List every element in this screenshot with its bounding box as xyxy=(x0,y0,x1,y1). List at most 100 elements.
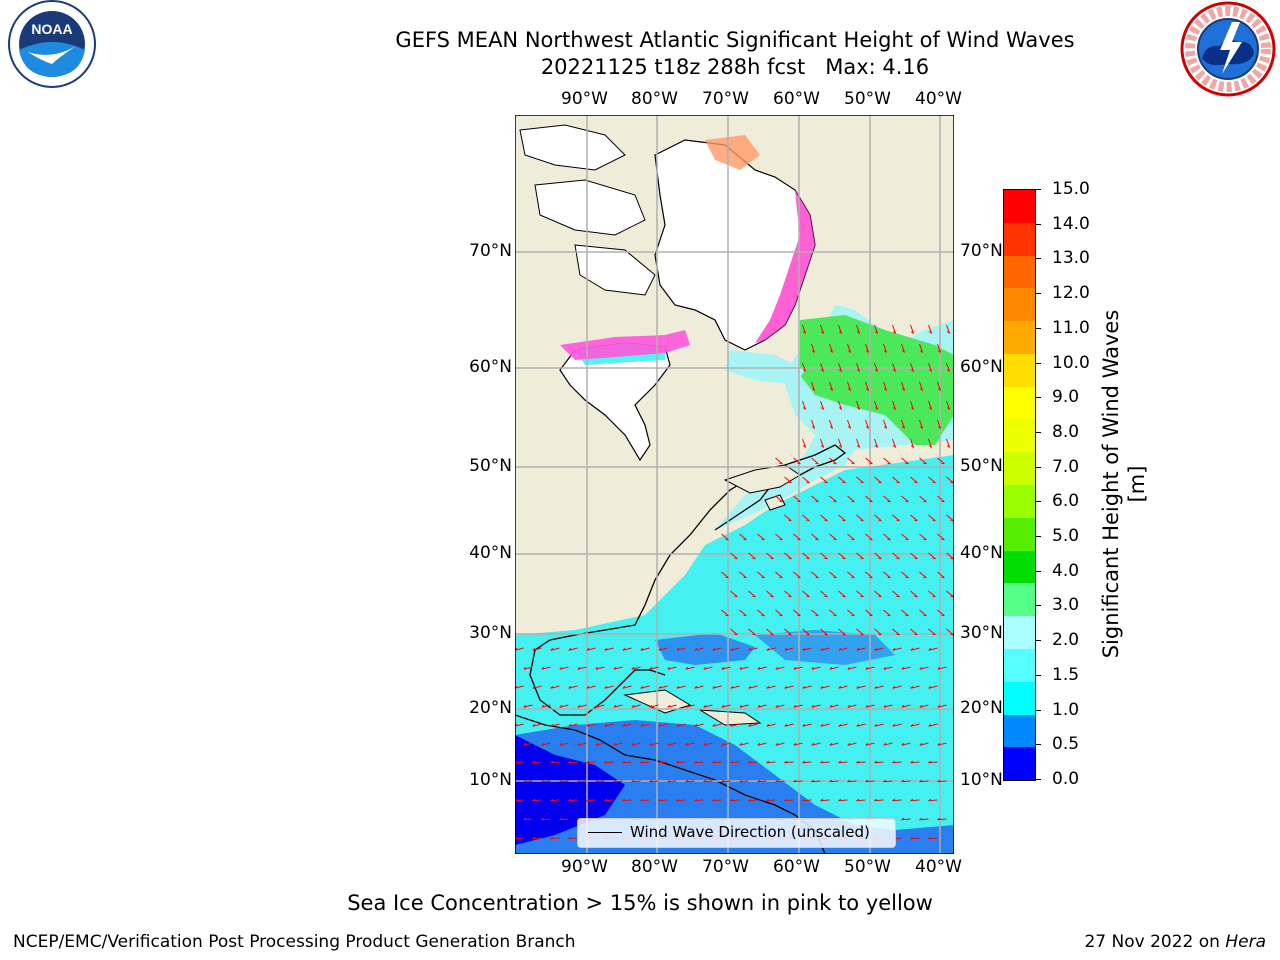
wave-direction-arrowhead xyxy=(631,704,635,708)
wave-direction-arrow xyxy=(883,343,888,353)
wave-direction-arrowhead xyxy=(757,779,761,783)
wave-direction-arrowhead xyxy=(815,462,819,465)
map-title: GEFS MEAN Northwest Atlantic Significant… xyxy=(395,28,1075,52)
wave-direction-arrowhead xyxy=(883,779,887,783)
wave-direction-arrowhead xyxy=(833,614,837,617)
wave-direction-arrow xyxy=(829,780,839,783)
wave-direction-arrow xyxy=(784,476,792,484)
wave-direction-arrowhead xyxy=(676,647,680,651)
wave-direction-arrow xyxy=(739,780,749,783)
wave-direction-arrow xyxy=(739,666,749,670)
wave-direction-arrow xyxy=(820,438,825,448)
colorbar-segment xyxy=(1004,485,1035,518)
wave-direction-arrow xyxy=(685,704,695,708)
wave-direction-arrow xyxy=(937,609,945,617)
wave-direction-arrowhead xyxy=(860,595,864,598)
wave-direction-arrowhead xyxy=(721,666,725,670)
wave-direction-arrow xyxy=(892,590,900,598)
colorbar-tick-label: 1.0 xyxy=(1052,699,1080,720)
wave-direction-arrowhead xyxy=(550,798,554,802)
wave-direction-arrow xyxy=(847,666,857,670)
wave-direction-arrow xyxy=(730,628,738,636)
wave-direction-arrowhead xyxy=(946,407,950,410)
wave-direction-arrowhead xyxy=(950,481,954,484)
wave-direction-arrow xyxy=(856,324,861,334)
wave-direction-arrowhead xyxy=(856,760,860,764)
wave-direction-arrowhead xyxy=(937,426,941,429)
wave-direction-arrow xyxy=(865,742,875,746)
wave-direction-arrow xyxy=(928,685,938,689)
lat-label-right: 10°N xyxy=(960,770,1003,790)
wave-direction-arrowhead xyxy=(910,760,914,764)
wave-direction-arrowhead xyxy=(892,760,896,764)
wave-direction-arrow xyxy=(937,666,947,670)
wave-direction-arrow xyxy=(856,476,864,484)
wave-direction-arrowhead xyxy=(604,647,608,651)
wave-direction-arrowhead xyxy=(631,742,635,746)
wave-direction-arrow xyxy=(694,723,704,727)
colorbar-tick-mark xyxy=(1035,189,1041,190)
wave-direction-arrowhead xyxy=(712,723,716,727)
wave-direction-arrow xyxy=(793,571,801,579)
wave-direction-arrow xyxy=(910,590,918,598)
wave-direction-arrowhead xyxy=(869,576,873,579)
colorbar-tick-label: 7.0 xyxy=(1052,456,1080,477)
wave-direction-arrowhead xyxy=(775,742,779,746)
wave-direction-arrow xyxy=(802,723,812,727)
wave-direction-arrowhead xyxy=(779,576,783,579)
wave-direction-arrowhead xyxy=(676,723,680,727)
wave-direction-arrow xyxy=(748,552,756,560)
wave-direction-arrow xyxy=(883,666,893,670)
wave-direction-arrowhead xyxy=(905,538,909,541)
wave-direction-arrow xyxy=(586,647,596,651)
wave-direction-arrowhead xyxy=(743,614,747,617)
wave-direction-arrow xyxy=(559,818,569,821)
wave-direction-arrow xyxy=(892,723,902,727)
wave-direction-arrowhead xyxy=(541,666,545,670)
colorbar-tick-mark xyxy=(1035,258,1041,260)
wave-direction-arrowhead xyxy=(928,685,932,689)
wave-direction-arrowhead xyxy=(757,742,761,746)
wave-direction-arrowhead xyxy=(910,798,914,802)
wave-direction-arrowhead xyxy=(779,538,783,541)
wave-direction-arrow xyxy=(847,742,857,746)
wave-direction-arrow xyxy=(730,799,740,802)
lat-label-left: 20°N xyxy=(469,698,512,718)
wave-direction-arrowhead xyxy=(770,633,774,636)
wave-direction-arrow xyxy=(847,457,855,465)
wave-direction-arrowhead xyxy=(802,760,806,764)
lat-label-right: 70°N xyxy=(960,241,1003,261)
wave-direction-arrowhead xyxy=(937,779,941,783)
colorbar-segment xyxy=(1004,452,1035,486)
wave-direction-arrowhead xyxy=(523,666,527,670)
wave-direction-arrowhead xyxy=(860,481,864,484)
wave-direction-arrow xyxy=(937,571,945,579)
wave-direction-arrow xyxy=(874,362,879,372)
wave-direction-arrowhead xyxy=(941,538,945,541)
wave-direction-arrowhead xyxy=(820,369,824,372)
wave-direction-arrow xyxy=(676,685,686,689)
wave-direction-arrowhead xyxy=(932,481,936,484)
wave-direction-arrow xyxy=(775,609,783,617)
wave-direction-arrowhead xyxy=(658,723,662,727)
colorbar-tick-label: 0.5 xyxy=(1052,734,1080,755)
wave-direction-arrow xyxy=(775,780,785,783)
wave-direction-arrowhead xyxy=(802,407,806,410)
wave-direction-arrowhead xyxy=(703,666,707,670)
wave-direction-arrow xyxy=(550,647,560,651)
wave-direction-arrow xyxy=(829,457,837,465)
wave-direction-arrow xyxy=(784,723,794,727)
wave-direction-arrowhead xyxy=(878,595,882,598)
wave-direction-arrow xyxy=(568,761,578,764)
wave-direction-arrow xyxy=(523,666,533,670)
wave-direction-arrowhead xyxy=(806,595,810,598)
wave-direction-arrowhead xyxy=(851,538,855,541)
wave-direction-arrowhead xyxy=(761,614,765,617)
wave-direction-arrowhead xyxy=(806,557,810,560)
wave-direction-arrow xyxy=(793,457,801,465)
wave-direction-arrowhead xyxy=(752,595,756,598)
wave-direction-arrowhead xyxy=(752,557,756,560)
colorbar-tick-mark xyxy=(1035,327,1041,329)
wave-direction-arrowhead xyxy=(613,779,617,783)
colorbar-tick-mark xyxy=(1035,362,1041,364)
